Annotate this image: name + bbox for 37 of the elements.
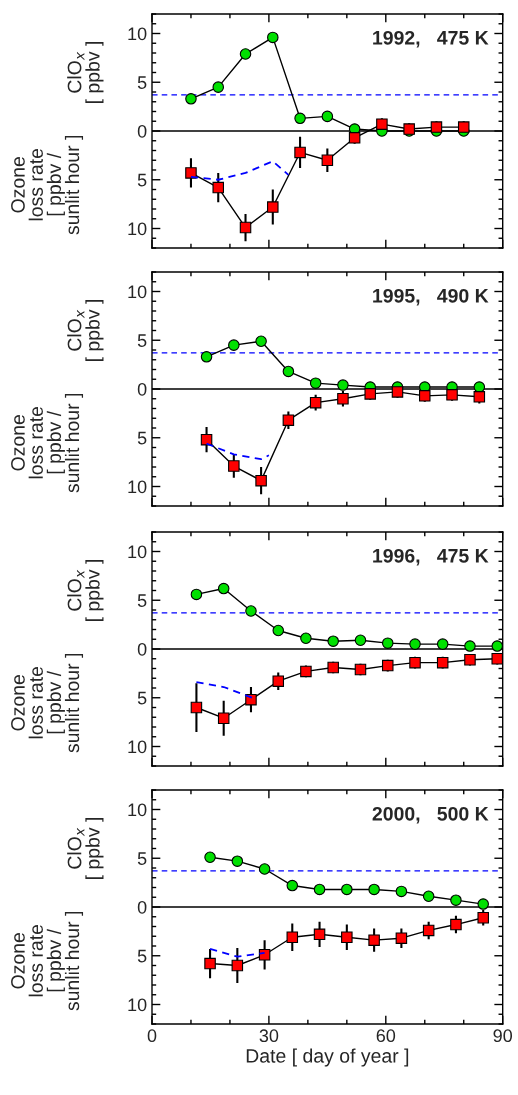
text: 1996, 475 K — [373, 548, 489, 566]
y-tick-label: 5 — [137, 949, 147, 963]
y-tick-label: 10 — [128, 480, 147, 494]
y-tick-label: 0 — [137, 642, 147, 656]
y-axis-title: ClO$_{x}$ [ ppbv ] — [67, 818, 104, 879]
y-axis-title: ClO$_{x}$ [ ppbv ] — [67, 560, 104, 621]
x-tick-label: 0 — [147, 1029, 157, 1043]
text: Ozone loss rate [ ppbv / sunlit hour ] — [11, 393, 84, 493]
y-tick-label: 5 — [137, 334, 147, 347]
y-tick-label: 10 — [128, 803, 147, 817]
x-axis-title: Date [ day of year ] — [246, 1048, 409, 1067]
text: Ozone loss rate [ ppbv / sunlit hour ] — [11, 135, 84, 235]
y-tick-label: 10 — [128, 998, 147, 1012]
y-tick-label: 0 — [137, 124, 147, 138]
text: 1995, 490 K — [373, 288, 489, 306]
y-tick-label: 10 — [128, 222, 147, 236]
text: Ozone loss rate [ ppbv / sunlit hour ] — [11, 911, 84, 1011]
x-tick-label: 30 — [259, 1029, 279, 1043]
y-tick-label: 5 — [137, 173, 147, 187]
text: 1992, 475 K — [373, 30, 489, 48]
y-tick-label: 5 — [137, 691, 147, 705]
x-tick-label: 90 — [493, 1029, 513, 1043]
y-tick-label: 10 — [128, 545, 147, 559]
y-tick-label: 0 — [137, 382, 147, 396]
x-tick-label: 60 — [376, 1029, 396, 1043]
y-axis-title: ClO$_{x}$ [ ppbv ] — [67, 42, 104, 103]
y-tick-label: 10 — [128, 285, 147, 299]
y-tick-label: 0 — [137, 900, 147, 914]
y-tick-label: 5 — [137, 852, 147, 865]
y-tick-label: 5 — [137, 431, 147, 445]
y-tick-label: 5 — [137, 594, 147, 607]
text: 2000, 500 K — [372, 806, 489, 824]
y-tick-label: 10 — [128, 27, 147, 41]
text: Ozone loss rate [ ppbv / sunlit hour ] — [11, 653, 84, 753]
y-axis-title: ClO$_{x}$ [ ppbv ] — [67, 300, 104, 361]
y-tick-label: 5 — [137, 76, 147, 89]
y-tick-label: 10 — [128, 740, 147, 754]
